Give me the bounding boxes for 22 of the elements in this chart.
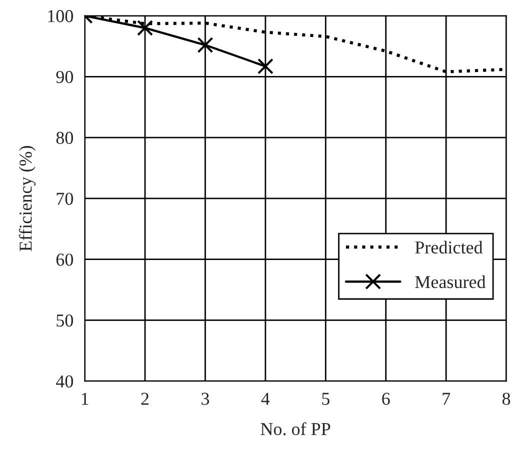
x-axis-title: No. of PP [260, 422, 330, 436]
x-tick-label: 3 [202, 392, 210, 405]
x-tick-label: 2 [141, 392, 149, 405]
y-tick-label: 90 [56, 70, 74, 84]
y-tick-label: 40 [56, 375, 74, 388]
x-tick-label: 7 [442, 392, 450, 405]
legend-label: Measured [415, 275, 486, 288]
y-axis-title: Efficiency (%) [18, 146, 36, 252]
y-tick-label: 50 [56, 314, 74, 327]
y-tick-label: 70 [56, 192, 74, 205]
point [257, 58, 274, 74]
y-tick-label: 60 [56, 254, 74, 266]
y-tick-label: 100 [48, 10, 74, 22]
point [137, 20, 154, 36]
x-tick-label: 5 [322, 392, 330, 405]
x-tick-label: 6 [382, 392, 390, 405]
x-tick-label: 4 [261, 392, 270, 405]
legend-label: Predicted [415, 240, 483, 254]
x-tick-label: 8 [502, 392, 510, 405]
point [197, 37, 214, 53]
x-tick-label: 1 [82, 392, 88, 405]
y-tick-label: 80 [56, 132, 74, 144]
